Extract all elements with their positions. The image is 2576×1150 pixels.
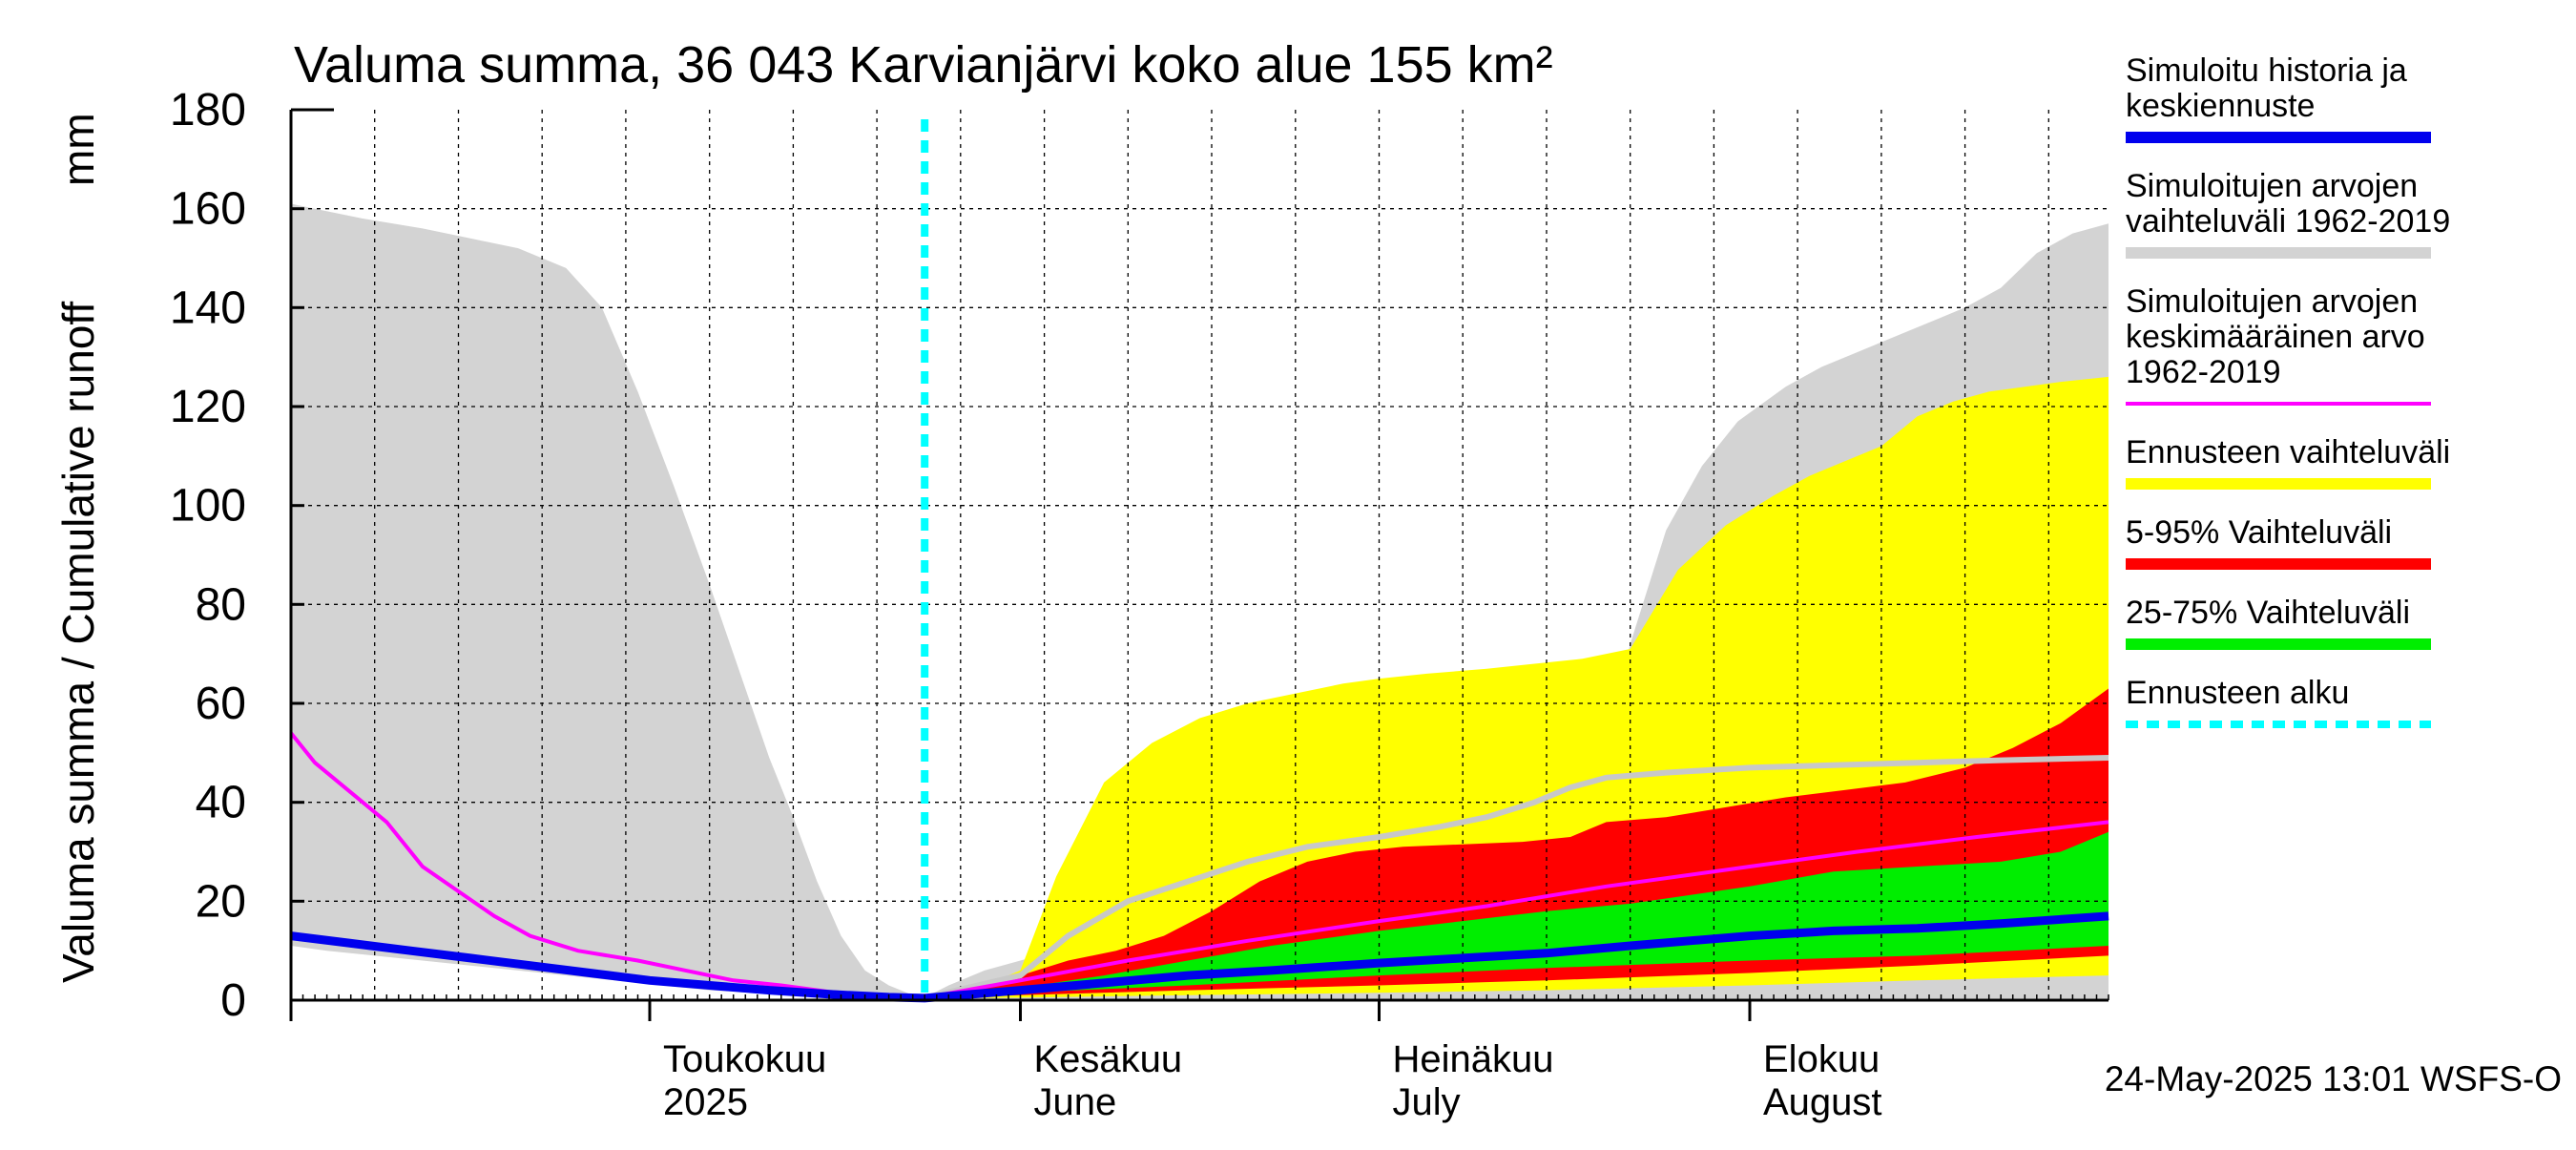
chart-lines — [289, 119, 2109, 1003]
legend-label-range: Simuloitujen arvojen — [2126, 168, 2418, 204]
y-axis-label: Valuma summa / Cumulative runoff — [53, 302, 103, 983]
legend-label-mean: Simuloitujen arvojen — [2126, 283, 2418, 320]
y-tick-label: 20 — [196, 876, 246, 927]
legend-label-range: vaihteluväli 1962-2019 — [2126, 203, 2450, 240]
x-month-label: Heinäkuu — [1393, 1038, 1554, 1080]
y-tick-label: 180 — [170, 85, 246, 136]
legend-label-forecast_range: Ennusteen vaihteluväli — [2126, 434, 2450, 470]
legend-label-history: Simuloitu historia ja — [2126, 52, 2407, 89]
x-month-sublabel: July — [1393, 1081, 1461, 1123]
footer-timestamp: 24-May-2025 13:01 WSFS-O — [2105, 1059, 2562, 1098]
x-month-sublabel: 2025 — [663, 1081, 748, 1123]
legend-label-history: keskiennuste — [2126, 88, 2315, 124]
band-25-75 — [924, 831, 2109, 998]
series-simulated-median-line — [924, 755, 2109, 1001]
legend-label-p25_75: 25-75% Vaihteluväli — [2126, 595, 2410, 631]
chart-areas — [291, 203, 2109, 999]
chart-grid — [291, 110, 2109, 1000]
x-month-label: Kesäkuu — [1034, 1038, 1183, 1080]
y-axis-unit: mm — [53, 113, 103, 186]
y-tick-label: 60 — [196, 679, 246, 729]
x-month-label: Elokuu — [1763, 1038, 1880, 1080]
series-history-forecast-line — [290, 911, 2109, 1003]
y-tick-label: 120 — [170, 382, 246, 432]
legend-label-forecast_start: Ennusteen alku — [2126, 675, 2349, 711]
y-tick-label: 140 — [170, 282, 246, 333]
legend-label-mean: keskimääräinen arvo — [2126, 319, 2425, 355]
y-tick-label: 80 — [196, 579, 246, 630]
legend-label-mean: 1962-2019 — [2126, 354, 2281, 390]
legend-label-p5_95: 5-95% Vaihteluväli — [2126, 514, 2392, 551]
x-month-sublabel: June — [1034, 1081, 1117, 1123]
x-month-label: Toukokuu — [663, 1038, 826, 1080]
chart-title: Valuma summa, 36 043 Karvianjärvi koko a… — [294, 36, 1553, 94]
y-tick-label: 160 — [170, 184, 246, 235]
x-month-sublabel: August — [1763, 1081, 1882, 1123]
y-tick-label: 100 — [170, 481, 246, 532]
y-tick-label: 0 — [220, 975, 246, 1026]
y-tick-label: 40 — [196, 778, 246, 828]
